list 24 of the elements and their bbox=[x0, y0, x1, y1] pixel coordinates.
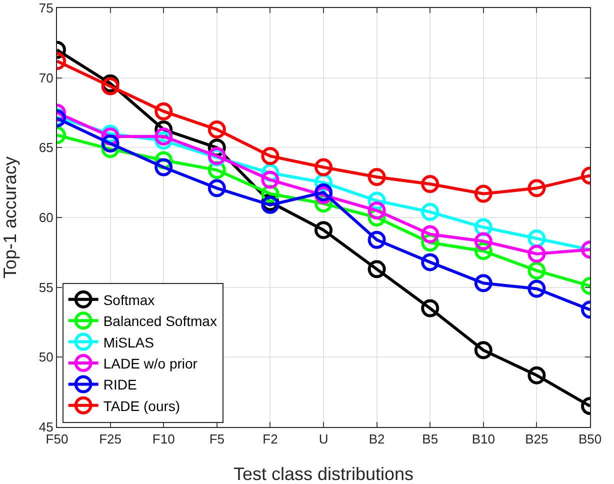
y-tick-label: 60 bbox=[38, 210, 54, 226]
legend-label: RIDE bbox=[103, 376, 137, 393]
legend-label: Softmax bbox=[103, 292, 155, 308]
x-tick-label: F2 bbox=[262, 432, 278, 447]
y-tick-label: 75 bbox=[38, 0, 54, 16]
legend-label: TADE (ours) bbox=[103, 398, 180, 414]
x-tick-label: B25 bbox=[525, 432, 548, 447]
legend-label: MiSLAS bbox=[103, 334, 154, 350]
x-tick-label: B10 bbox=[472, 432, 495, 447]
y-axis-title: Top-1 accuracy bbox=[0, 156, 20, 279]
x-tick-label: F5 bbox=[209, 432, 224, 447]
y-tick-label: 55 bbox=[38, 280, 54, 295]
x-tick-label: U bbox=[318, 432, 328, 447]
y-tick-label: 65 bbox=[38, 140, 54, 156]
y-tick-label: 70 bbox=[38, 70, 54, 86]
y-tick-label: 50 bbox=[38, 350, 54, 365]
x-tick-label: B50 bbox=[578, 432, 602, 447]
x-axis-title: Test class distributions bbox=[233, 464, 414, 484]
x-tick-label: F25 bbox=[99, 432, 122, 447]
x-tick-label: B2 bbox=[368, 432, 385, 447]
x-tick-label: F10 bbox=[152, 432, 175, 447]
x-tick-label: B5 bbox=[422, 432, 438, 447]
legend-label: LADE w/o prior bbox=[103, 355, 198, 372]
legend-label: Balanced Softmax bbox=[103, 313, 217, 330]
